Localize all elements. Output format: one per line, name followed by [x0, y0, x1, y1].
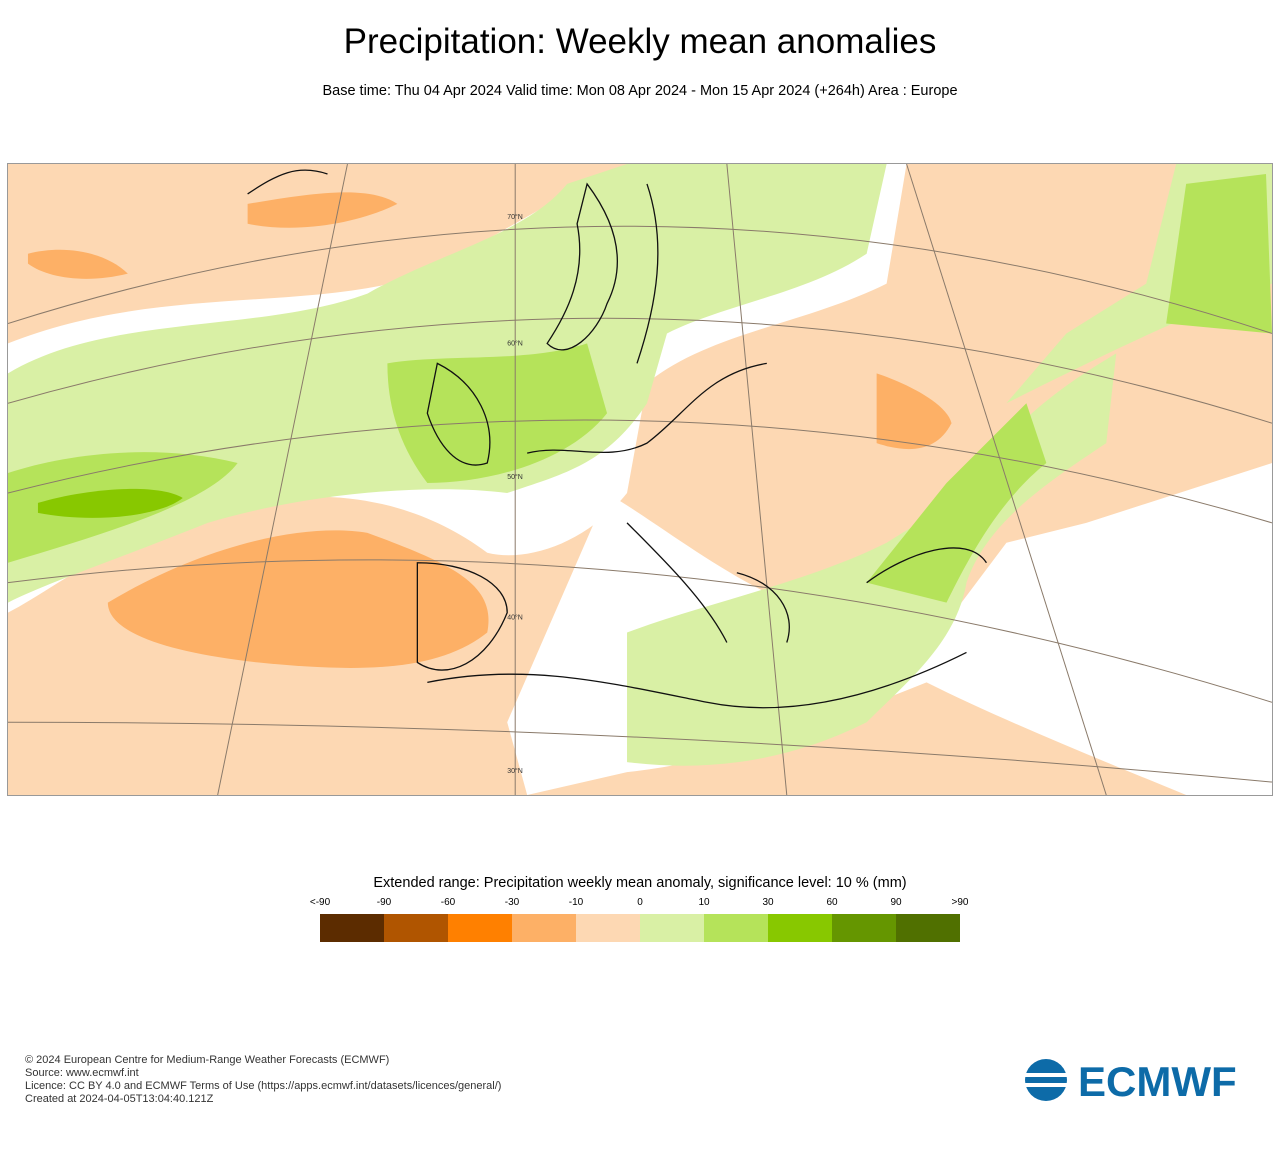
lat-label-50: 50°N [507, 473, 523, 481]
legend-swatch [448, 914, 512, 942]
legend-swatch [384, 914, 448, 942]
graticule [8, 164, 1272, 795]
orange-region [876, 373, 952, 450]
ecmwf-logo: ECMWF [1021, 1058, 1237, 1104]
chart-subtitle: Base time: Thu 04 Apr 2024 Valid time: M… [322, 83, 958, 99]
legend-tick: 60 [826, 897, 838, 908]
medium-green-region [387, 343, 608, 483]
medium-green-region [866, 403, 1047, 603]
copyright: © 2024 European Centre for Medium-Range … [25, 1054, 390, 1066]
legend-swatch [576, 914, 640, 942]
lat-label-30: 30°N [507, 767, 523, 775]
legend-tick: 0 [637, 897, 643, 908]
legend-tick: -30 [504, 897, 520, 908]
legend-tick: 90 [890, 897, 902, 908]
anomaly-map: 70°N 60°N 50°N 40°N 30°N [7, 163, 1273, 796]
legend-tick: <-90 [309, 897, 331, 908]
legend-tick: >90 [951, 897, 969, 908]
legend-title: Extended range: Precipitation weekly mea… [373, 875, 907, 891]
created-at: Created at 2024-04-05T13:04:40.121Z [25, 1093, 214, 1105]
legend-tick: -10 [568, 897, 584, 908]
legend-swatch [896, 914, 960, 942]
source: Source: www.ecmwf.int [25, 1067, 139, 1079]
legend-swatch [832, 914, 896, 942]
lat-label-60: 60°N [507, 339, 523, 347]
legend-tick: -60 [440, 897, 456, 908]
legend-swatch [704, 914, 768, 942]
legend-swatch [512, 914, 576, 942]
medium-green-region [1166, 173, 1272, 334]
coastlines [247, 169, 987, 709]
footer: © 2024 European Centre for Medium-Range … [25, 1054, 501, 1106]
logo-text: ECMWF [1078, 1058, 1237, 1104]
legend-swatch [320, 914, 384, 942]
chart-title: Precipitation: Weekly mean anomalies [343, 22, 937, 61]
lat-label-70: 70°N [507, 213, 523, 221]
orange-region [27, 249, 128, 279]
lat-label-40: 40°N [507, 614, 523, 622]
legend-tick: 10 [698, 897, 710, 908]
licence: Licence: CC BY 4.0 and ECMWF Terms of Us… [25, 1080, 502, 1092]
orange-region [247, 192, 398, 228]
legend-tick: 30 [762, 897, 774, 908]
legend-swatch [768, 914, 832, 942]
white-region [1126, 572, 1169, 665]
legend-swatch [640, 914, 704, 942]
green-region [37, 488, 183, 518]
legend-tick: -90 [376, 897, 392, 908]
